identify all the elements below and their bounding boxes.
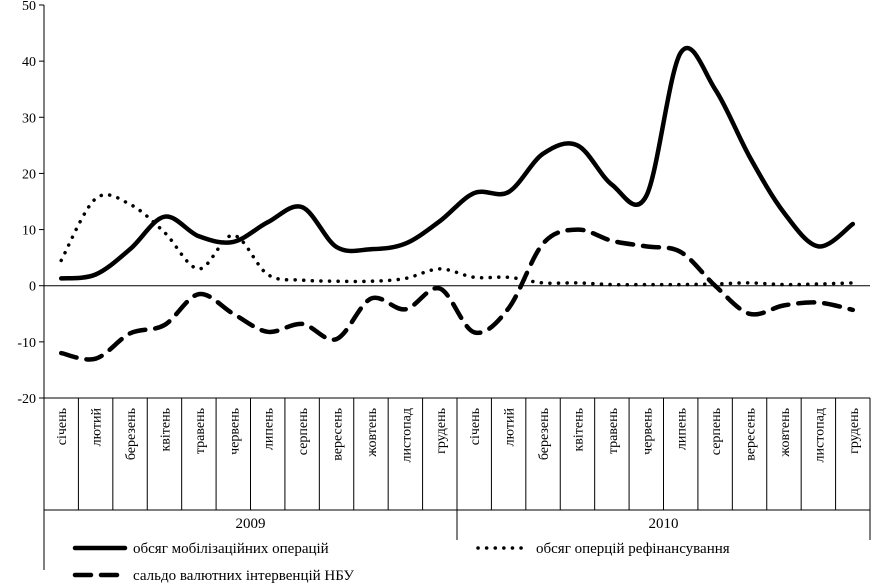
x-axis-year-groups: 2009 2010 <box>43 510 871 570</box>
series-line-2 <box>59 193 855 287</box>
month-label: березень <box>124 408 139 460</box>
month-label: березень <box>537 408 552 460</box>
y-tick-label: -20 <box>17 392 36 407</box>
y-tick-label: 20 <box>22 167 36 182</box>
year-label: 2010 <box>649 516 679 532</box>
month-label: вересень <box>744 408 759 461</box>
month-label: січень <box>468 408 483 445</box>
y-tick-label: 50 <box>22 0 36 14</box>
series-lines <box>58 45 856 362</box>
legend-label-2: обсяг оперцій рефінансування <box>536 541 730 557</box>
year-label: 2009 <box>236 516 266 532</box>
x-axis-month-labels: січень лютий березень квітень травень червень… <box>43 398 871 510</box>
month-label: грудень <box>434 408 449 454</box>
month-label: листопад <box>812 408 827 462</box>
month-label: листопад <box>399 408 414 462</box>
month-label: червень <box>640 408 655 455</box>
month-label: січень <box>55 408 70 445</box>
month-label: квітень <box>571 408 586 452</box>
month-label: липень <box>262 408 277 450</box>
y-tick-label: 0 <box>29 280 36 295</box>
y-tick-label: -10 <box>17 336 36 351</box>
month-label: серпень <box>296 408 311 455</box>
month-label: серпень <box>709 408 724 455</box>
y-tick-label: 40 <box>22 55 36 70</box>
series-line-1 <box>58 45 856 281</box>
month-label: квітень <box>158 408 173 452</box>
y-tick-label: 30 <box>22 111 36 126</box>
legend: обсяг мобілізаційних операцій обсяг оперц… <box>72 541 730 584</box>
month-label: лютий <box>90 408 105 447</box>
month-label: травень <box>606 408 621 454</box>
month-label: липень <box>675 408 690 450</box>
month-label: жовтень <box>778 408 793 458</box>
month-label: жовтень <box>365 408 380 458</box>
y-axis-ticks: -20 -10 0 10 20 30 40 50 <box>17 0 44 407</box>
month-label: травень <box>193 408 208 454</box>
month-label: вересень <box>331 408 346 461</box>
month-label: лютий <box>503 408 518 447</box>
y-tick-label: 10 <box>22 224 36 239</box>
month-label: грудень <box>847 408 862 454</box>
series-line-3 <box>58 227 856 362</box>
month-label: червень <box>227 408 242 455</box>
legend-label-3: сальдо валютних інтервенцій НБУ <box>133 568 354 584</box>
legend-label-1: обсяг мобілізаційних операцій <box>133 541 329 557</box>
